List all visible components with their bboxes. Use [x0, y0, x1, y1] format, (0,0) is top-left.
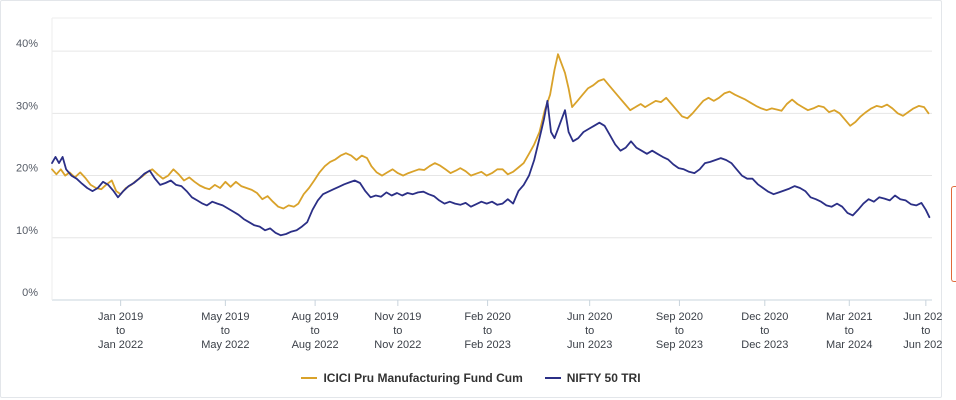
x-tick-label: to	[845, 325, 854, 337]
y-tick-label: 10%	[16, 225, 38, 237]
y-tick-label: 0%	[22, 287, 38, 299]
x-tick-label: Jun 2021	[903, 311, 942, 323]
x-tick-label: Sep 2020	[656, 311, 703, 323]
x-tick-label: May 2022	[201, 339, 249, 351]
series-line-0	[51, 53, 930, 210]
grid-lines	[51, 17, 932, 301]
x-tick-label: to	[585, 325, 594, 337]
x-tick-label: Feb 2020	[464, 311, 510, 323]
x-tick-label: to	[483, 325, 492, 337]
x-tick-label: Aug 2019	[292, 311, 339, 323]
legend-item-nifty[interactable]: NIFTY 50 TRI	[544, 371, 641, 385]
x-tick-label: Mar 2021	[826, 311, 872, 323]
legend-label-nifty: NIFTY 50 TRI	[566, 371, 641, 385]
x-tick-label: Dec 2020	[741, 311, 788, 323]
y-tick-label: 30%	[16, 100, 38, 112]
x-tick-label: to	[675, 325, 684, 337]
legend-item-icici[interactable]: ICICI Pru Manufacturing Fund Cum	[301, 371, 523, 385]
x-tick-label: Jun 2023	[567, 339, 612, 351]
x-tick-label: Jan 2022	[98, 339, 143, 351]
x-tick-label: to	[116, 325, 125, 337]
x-tick-label: Nov 2019	[374, 311, 421, 323]
x-tick-label: Dec 2023	[741, 339, 788, 351]
x-axis-ticks: Jan 2019 to Jan 2022 May 2019 to May 2022 Aug …	[98, 300, 942, 351]
legend-label-icici: ICICI Pru Manufacturing Fund Cum	[323, 371, 523, 385]
x-tick-label: Feb 2023	[464, 339, 510, 351]
y-axis-ticks: 0% 10% 20% 30% 40%	[16, 38, 38, 299]
legend-swatch-nifty	[544, 377, 561, 379]
x-tick-label: Aug 2022	[292, 339, 339, 351]
x-tick-label: to	[393, 325, 402, 337]
y-tick-label: 40%	[16, 38, 38, 50]
x-tick-label: Jun 2024	[903, 339, 942, 351]
x-tick-label: May 2019	[201, 311, 249, 323]
x-tick-label: to	[311, 325, 320, 337]
x-tick-label: Sep 2023	[656, 339, 703, 351]
legend: ICICI Pru Manufacturing Fund Cum NIFTY 5…	[0, 371, 942, 385]
x-tick-label: Nov 2022	[374, 339, 421, 351]
x-tick-label: to	[760, 325, 769, 337]
x-tick-label: Mar 2024	[826, 339, 872, 351]
line-chart: 0% 10% 20% 30% 40% Jan 2019 to Jan 2022 May 201…	[16, 17, 942, 351]
x-tick-label: to	[221, 325, 230, 337]
x-tick-label: Jan 2019	[98, 311, 143, 323]
x-tick-label: to	[921, 325, 930, 337]
side-tab-handle[interactable]	[951, 186, 956, 282]
y-tick-label: 20%	[16, 163, 38, 175]
x-tick-label: Jun 2020	[567, 311, 612, 323]
series-line-1	[51, 100, 931, 237]
legend-swatch-icici	[301, 377, 318, 379]
series-lines	[51, 53, 931, 237]
